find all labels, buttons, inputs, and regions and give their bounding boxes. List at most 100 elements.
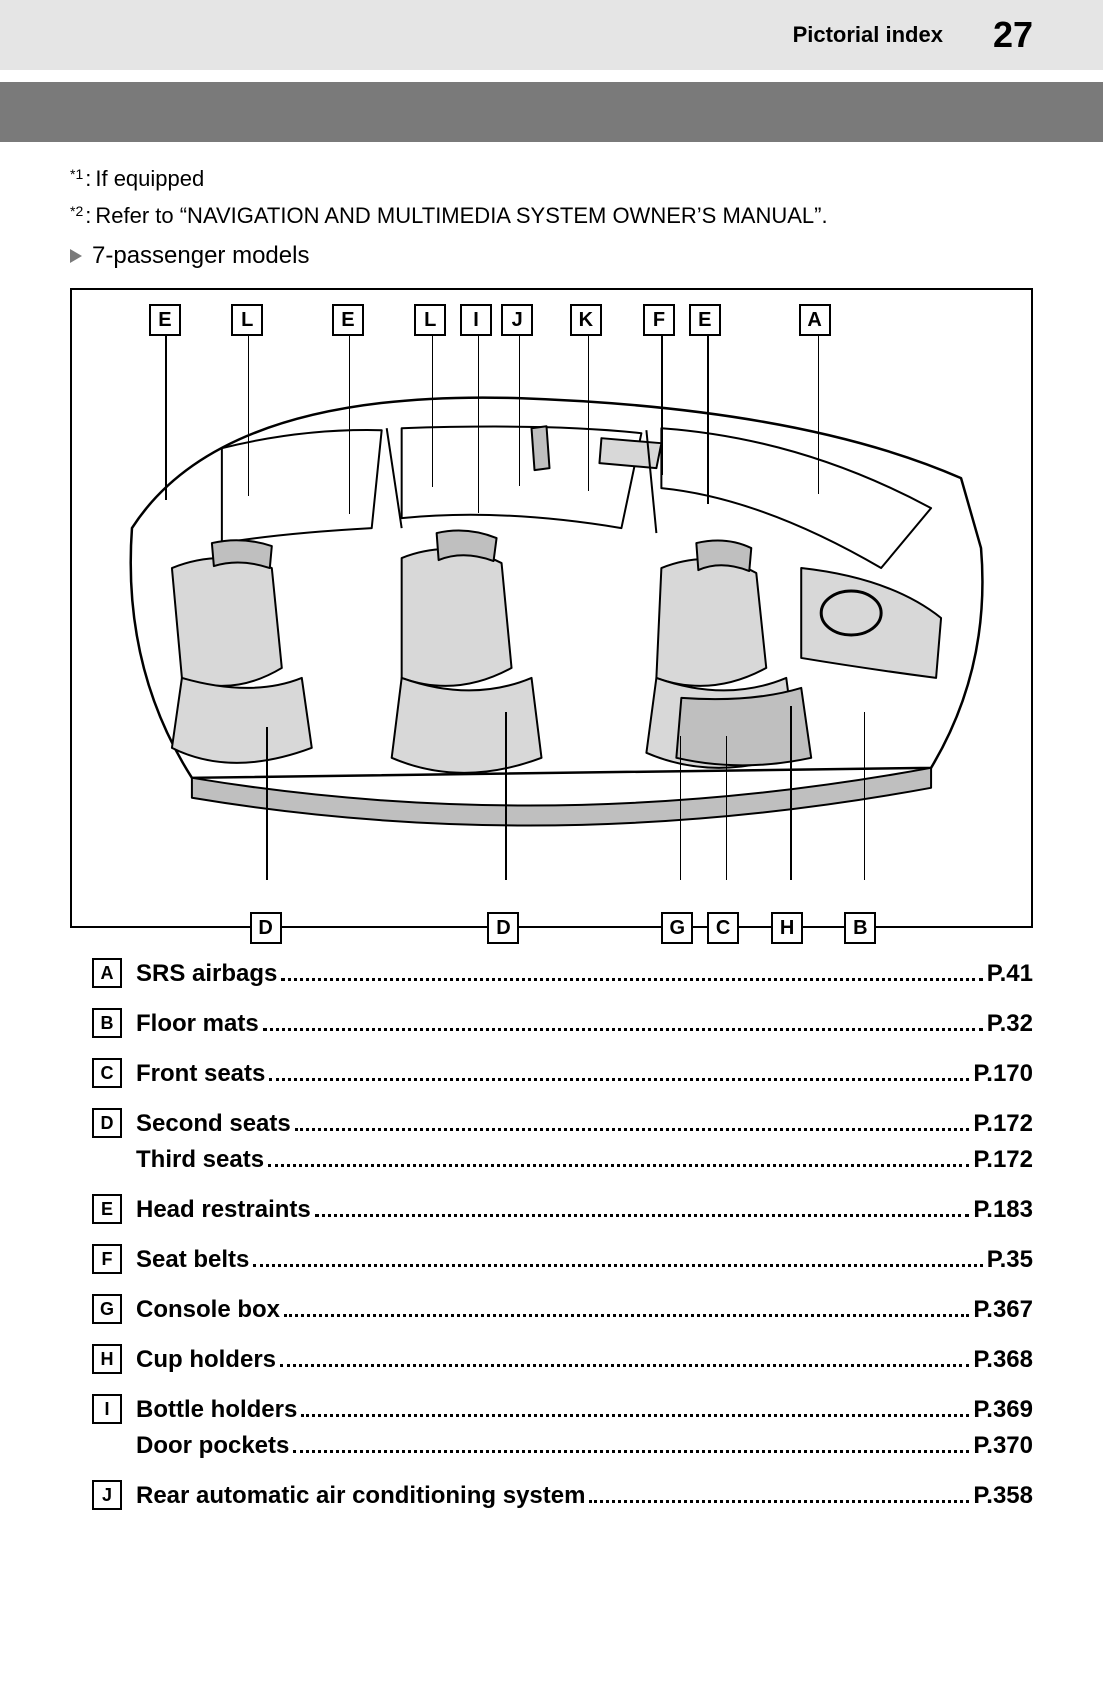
index-label: Seat belts [136, 1242, 249, 1278]
index-lines: Seat beltsP.35 [136, 1242, 1033, 1278]
footnotes: *1:If equipped*2:Refer to “NAVIGATION AN… [70, 162, 1033, 232]
leader-dots [315, 1193, 970, 1217]
leader-dots [301, 1393, 969, 1417]
index-label: Head restraints [136, 1192, 311, 1228]
leader-line [266, 727, 268, 880]
index-letter-box: B [92, 1008, 122, 1038]
index-page-ref: P.172 [973, 1106, 1033, 1142]
callout-box-e: E [149, 304, 181, 336]
index-page-ref: P.370 [973, 1428, 1033, 1464]
leader-line [519, 336, 521, 486]
callout-box-h: H [771, 912, 803, 944]
index-page-ref: P.367 [973, 1292, 1033, 1328]
index-letter-box: E [92, 1194, 122, 1224]
index-line: Door pockets P.370 [136, 1428, 1033, 1464]
callout-box-k: K [570, 304, 602, 336]
callout-box-d: D [250, 912, 282, 944]
footnote-colon: : [85, 199, 91, 232]
footnote-marker: *1 [70, 164, 83, 195]
leader-dots [269, 1057, 969, 1081]
index-label: Cup holders [136, 1342, 276, 1378]
index-letter-box: D [92, 1108, 122, 1138]
index-page-ref: P.358 [973, 1478, 1033, 1514]
leader-dots [293, 1429, 969, 1453]
index-line: Third seats P.172 [136, 1142, 1033, 1178]
index-lines: Console box P.367 [136, 1292, 1033, 1328]
leader-dots [263, 1007, 983, 1031]
callout-box-e: E [689, 304, 721, 336]
index-letter-box: F [92, 1244, 122, 1274]
leader-line [478, 336, 480, 513]
index-entry-g: GConsole boxP.367 [92, 1292, 1033, 1328]
index-letter-box: J [92, 1480, 122, 1510]
index-label: Third seats [136, 1142, 264, 1178]
index-page-ref: P.368 [973, 1342, 1033, 1378]
index-line: Floor mats P.32 [136, 1006, 1033, 1042]
page-number: 27 [993, 14, 1033, 56]
leader-line [165, 336, 167, 500]
leader-line [790, 706, 792, 880]
index-label: Console box [136, 1292, 280, 1328]
section-title: Pictorial index [793, 22, 943, 48]
index-entry-i: I Bottle holders P.369 Door pockets P.370 [92, 1392, 1033, 1464]
callout-box-e: E [332, 304, 364, 336]
index-line: Cup holders P.368 [136, 1342, 1033, 1378]
index-line: Console box P.367 [136, 1292, 1033, 1328]
index-entry-h: H Cup holders P.368 [92, 1342, 1033, 1378]
triangle-bullet-icon [70, 249, 82, 263]
index-entry-f: F Seat beltsP.35 [92, 1242, 1033, 1278]
index-page-ref: P.32 [987, 1006, 1033, 1042]
index-lines: Head restraints P.183 [136, 1192, 1033, 1228]
index-entry-a: A SRS airbags P.41 [92, 956, 1033, 992]
footnote-marker: *2 [70, 201, 83, 232]
index-lines: Front seatsP.170 [136, 1056, 1033, 1092]
index-label: Rear automatic air conditioning system [136, 1478, 585, 1514]
index-line: Bottle holders P.369 [136, 1392, 1033, 1428]
index-letter-box: H [92, 1344, 122, 1374]
subheading-row: 7-passenger models [70, 242, 1033, 270]
page-header: Pictorial index 27 [0, 0, 1103, 70]
index-entry-c: C Front seatsP.170 [92, 1056, 1033, 1092]
leader-dots [253, 1243, 982, 1267]
index-label: SRS airbags [136, 956, 277, 992]
index-page-ref: P.369 [973, 1392, 1033, 1428]
leader-dots [589, 1479, 969, 1503]
index-page-ref: P.183 [973, 1192, 1033, 1228]
page-content: *1:If equipped*2:Refer to “NAVIGATION AN… [0, 142, 1103, 1568]
leader-dots [268, 1143, 969, 1167]
index-list: A SRS airbags P.41 B Floor mats P.32 C Front se… [70, 956, 1033, 1514]
index-line: Head restraints P.183 [136, 1192, 1033, 1228]
index-label: Bottle holders [136, 1392, 297, 1428]
index-page-ref: P.41 [987, 956, 1033, 992]
leader-dots [295, 1107, 970, 1131]
index-label: Door pockets [136, 1428, 289, 1464]
callout-box-l: L [414, 304, 446, 336]
index-line: SRS airbags P.41 [136, 956, 1033, 992]
index-lines: Bottle holders P.369 Door pockets P.370 [136, 1392, 1033, 1464]
index-lines: Cup holders P.368 [136, 1342, 1033, 1378]
callout-box-j: J [501, 304, 533, 336]
index-label: Floor mats [136, 1006, 259, 1042]
index-letter-box: C [92, 1058, 122, 1088]
index-entry-e: E Head restraints P.183 [92, 1192, 1033, 1228]
leader-line [588, 336, 590, 491]
subheading-text: 7-passenger models [92, 242, 309, 270]
callout-box-b: B [844, 912, 876, 944]
index-entry-b: B Floor mats P.32 [92, 1006, 1033, 1042]
leader-line [349, 336, 351, 514]
index-line: Seat beltsP.35 [136, 1242, 1033, 1278]
index-line: Rear automatic air conditioning system P.… [136, 1478, 1033, 1514]
callout-box-l: L [231, 304, 263, 336]
index-lines: Floor mats P.32 [136, 1006, 1033, 1042]
footnote: *1:If equipped [70, 162, 1033, 195]
leader-dots [284, 1293, 969, 1317]
index-label: Second seats [136, 1106, 291, 1142]
index-lines: Second seats P.172 Third seats P.172 [136, 1106, 1033, 1178]
leader-line [726, 736, 728, 880]
leader-line [505, 712, 507, 880]
index-page-ref: P.172 [973, 1142, 1033, 1178]
index-letter-box: I [92, 1394, 122, 1424]
index-letter-box: A [92, 958, 122, 988]
interior-svg [102, 360, 1001, 856]
index-label: Front seats [136, 1056, 265, 1092]
